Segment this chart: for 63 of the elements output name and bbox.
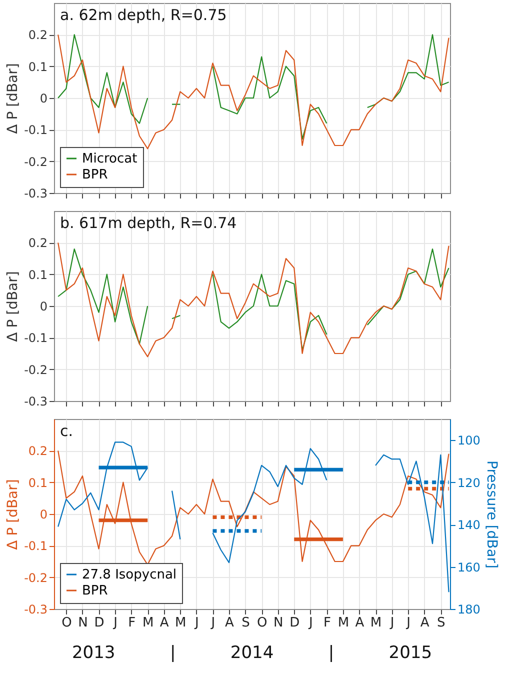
chart-title: b. 617m depth, R=0.74 <box>60 214 237 232</box>
x-tick-label: J <box>210 616 216 630</box>
x-tick-label: A <box>355 616 364 630</box>
y-tick-label: 0.2 <box>28 236 48 250</box>
x-tick-label: D <box>94 616 104 630</box>
chart-title: c. <box>60 422 74 440</box>
y2-tick-label: 140 <box>458 518 480 532</box>
y-axis-title: Δ P [dBar] <box>5 271 22 342</box>
y-tick-label: 0.1 <box>28 268 48 282</box>
legend-label: 27.8 Isopycnal <box>82 568 177 582</box>
x-tick-label: J <box>194 616 199 630</box>
y-tick-label: -0.3 <box>24 602 48 616</box>
y-axis-title: Δ P [dBar] <box>5 63 22 134</box>
x-tick-label: N <box>273 616 284 630</box>
y-axis-title: Δ P [dBar] <box>5 479 22 550</box>
y-tick-label: 0.2 <box>28 444 48 458</box>
y-tick-label: -0.2 <box>24 570 48 585</box>
legend-label: BPR <box>82 584 108 598</box>
y-tick-label: -0.1 <box>24 539 48 554</box>
y2-tick-label: 160 <box>458 560 480 574</box>
y-tick-label: -0.3 <box>24 186 48 200</box>
y-tick-label: 0.1 <box>28 60 48 74</box>
y-tick-label: 0 <box>40 508 48 522</box>
legend-label: Microcat <box>82 152 138 166</box>
x-tick-label: M <box>175 616 186 630</box>
text: | <box>170 643 176 663</box>
x-tick-label: J <box>389 616 394 630</box>
y-tick-label: -0.1 <box>24 123 48 138</box>
y-tick-label: 0.1 <box>28 476 48 490</box>
x-tick-label: M <box>338 616 350 630</box>
legend-label: BPR <box>82 168 108 182</box>
x-tick-label: O <box>256 616 268 630</box>
x-tick-label: A <box>160 616 169 630</box>
x-tick-label: O <box>62 616 72 630</box>
y-tick-label: -0.2 <box>24 154 48 169</box>
x-tick-label: J <box>406 616 410 630</box>
y2-axis-title: Pressure [dBar] <box>483 460 500 568</box>
y-tick-label: 0 <box>40 92 48 106</box>
x-tick-label: J <box>112 616 118 630</box>
text: | <box>328 643 334 663</box>
y-tick-label: -0.3 <box>24 394 48 408</box>
y-tick-label: -0.2 <box>24 362 48 377</box>
chart-title: a. 62m depth, R=0.75 <box>60 6 227 24</box>
x-tick-label: N <box>78 616 88 630</box>
x-tick-label: M <box>142 616 154 630</box>
y-tick-label: -0.1 <box>24 331 48 346</box>
x-tick-label: F <box>323 616 331 630</box>
x-tick-label: F <box>128 616 136 630</box>
x-tick-label: S <box>242 616 250 630</box>
text: 2013 <box>72 643 116 663</box>
y2-tick-label: 100 <box>458 434 480 448</box>
text: 2015 <box>388 643 432 663</box>
y-tick-label: 0.2 <box>28 28 48 42</box>
y2-tick-label: 180 <box>458 602 480 616</box>
x-tick-label: A <box>225 616 234 630</box>
x-tick-label: A <box>420 616 430 630</box>
x-tick-label: S <box>437 616 446 630</box>
y2-tick-label: 120 <box>458 476 480 490</box>
x-tick-label: J <box>308 616 313 630</box>
x-tick-label: M <box>370 616 382 630</box>
x-tick-label: D <box>290 616 300 630</box>
text: 2014 <box>230 643 274 663</box>
y-tick-label: 0 <box>40 300 48 314</box>
